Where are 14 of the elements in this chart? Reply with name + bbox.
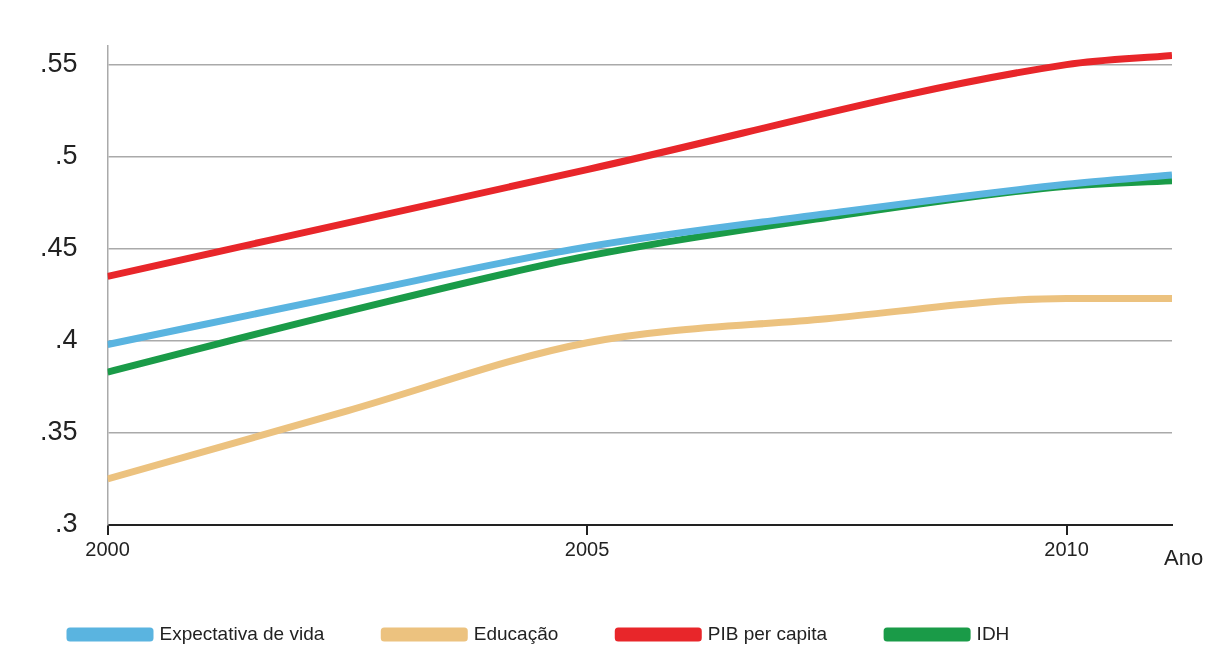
legend-label: PIB per capita	[707, 622, 828, 644]
y-tick-label: .5	[55, 140, 78, 171]
y-tick-label: .45	[39, 232, 78, 263]
x-tick-label: 2010	[1044, 537, 1089, 560]
x-axis-title: Ano	[1164, 545, 1204, 571]
legend-label: IDH	[976, 622, 1010, 644]
y-tick-label: .35	[39, 416, 78, 447]
y-tick-label: .4	[55, 324, 78, 355]
x-tick-label: 2000	[85, 537, 130, 560]
y-tick-label: .55	[39, 48, 78, 79]
legend-label: Expectativa de vida	[159, 622, 325, 644]
x-tick-label: 2005	[564, 537, 610, 560]
y-tick-label: .3	[55, 508, 78, 539]
legend-label: Educação	[473, 622, 559, 644]
